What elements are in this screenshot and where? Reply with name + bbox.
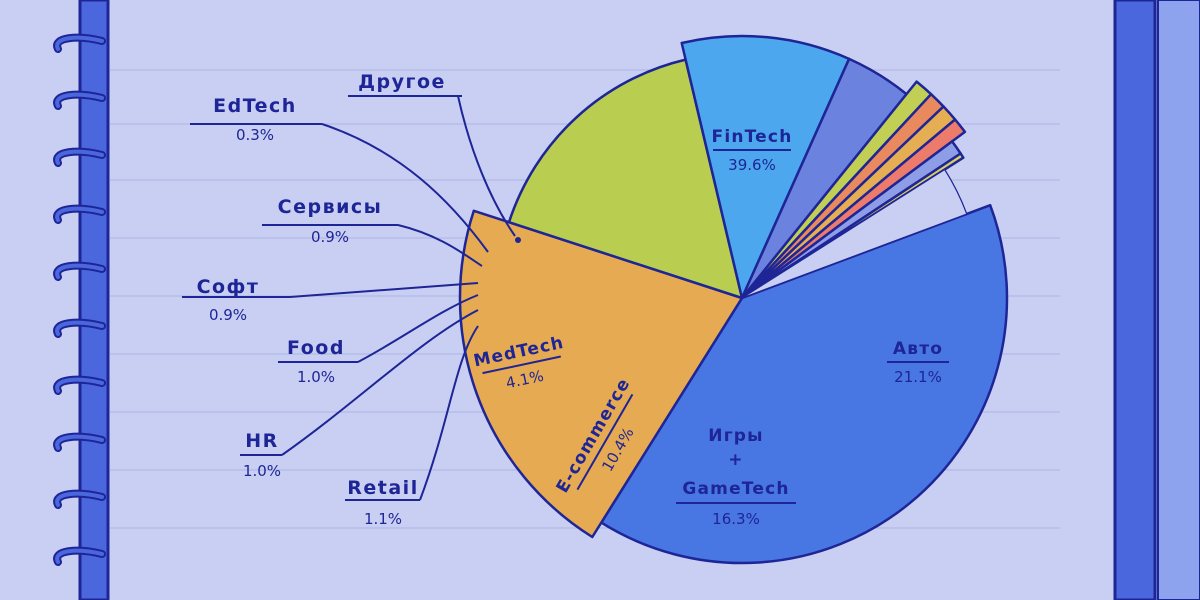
slice-underline-medtech [482, 355, 561, 375]
slice-label-games-line-2: + [728, 450, 743, 470]
slice-underline-e-commerce [576, 393, 634, 491]
binding-ring-highlight [55, 149, 104, 165]
slice-value-сервисы: 0.9% [311, 228, 349, 246]
slice-label-fintech: FinTech [712, 127, 793, 147]
pie-slice-игры-gametech [507, 58, 744, 300]
binding-ring-highlight [55, 377, 104, 393]
leader-line-hr [281, 309, 479, 456]
binding-ring-highlight [55, 548, 104, 564]
slice-label-hr: HR [245, 430, 279, 452]
binding-ring-highlight [55, 263, 104, 279]
leader-line-edtech [321, 123, 489, 253]
notebook-binding [53, 0, 110, 600]
slice-value-fintech: 39.6% [728, 156, 776, 174]
notebook-edge [1113, 0, 1200, 600]
binding-ring-highlight [55, 35, 104, 51]
slice-label-group-fintech: FinTech 39.6% [712, 127, 793, 174]
binding-ring-highlight [55, 206, 104, 222]
slice-value-авто: 21.1% [894, 368, 942, 386]
slice-value-games: 16.3% [712, 510, 760, 528]
binding-rings [53, 33, 106, 566]
slice-label-сервисы: Сервисы [278, 196, 383, 218]
slice-label-group-авто: Авто 21.1% [887, 339, 949, 386]
binding-ring-highlight [55, 320, 104, 336]
pie-slice-другое [741, 168, 968, 299]
pie-slice-e-commerce [680, 34, 851, 300]
leader-line-софт [289, 282, 479, 298]
binding-ring-highlight [55, 92, 104, 108]
leader-line-food [357, 294, 479, 363]
leader-line-сервисы [397, 224, 483, 267]
binding-spine [78, 0, 110, 600]
slice-label-drugoe: Другое [358, 71, 446, 93]
slice-label-retail: Retail [347, 477, 418, 499]
slice-value-софт: 0.9% [209, 306, 247, 324]
slice-value-retail: 1.1% [364, 510, 402, 528]
slice-label-games-line-3: GameTech [682, 479, 789, 499]
leader-line-retail [419, 325, 479, 501]
pie-chart [458, 34, 1009, 565]
slice-label-food: Food [287, 337, 345, 359]
slice-label-games-line-1: Игры [708, 426, 763, 446]
leader-line-drugoe [457, 95, 516, 237]
slice-value-edtech: 0.3% [236, 126, 274, 144]
slice-label-авто: Авто [893, 339, 943, 359]
pie-slice-edtech [740, 152, 965, 300]
binding-ring-highlight [55, 434, 104, 450]
slice-value-food: 1.0% [297, 368, 335, 386]
slice-value-hr: 1.0% [243, 462, 281, 480]
slice-label-софт: Софт [197, 276, 260, 298]
pie-slice-софт [740, 118, 967, 300]
leader-lines [182, 95, 521, 501]
leader-dot-drugoe [515, 237, 521, 243]
binding-ring-highlight [55, 491, 104, 507]
slice-label-edtech: EdTech [213, 95, 297, 117]
pie-slice-fintech [600, 203, 1009, 565]
